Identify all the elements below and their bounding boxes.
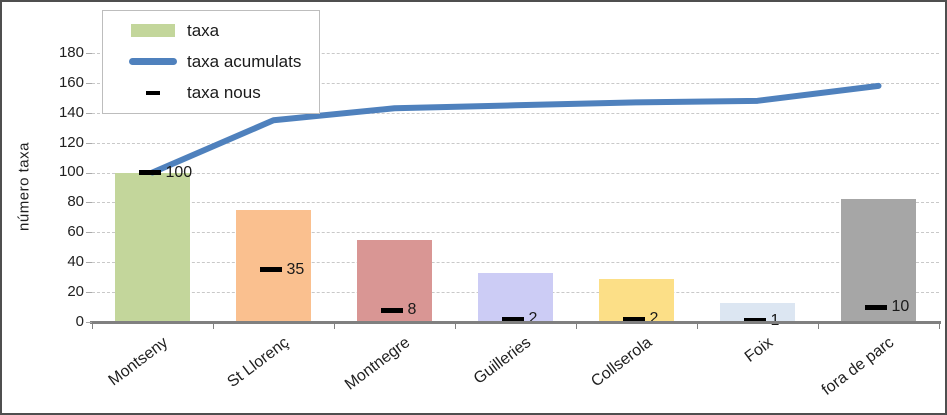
gridline xyxy=(92,142,939,144)
y-tick-label: 0 xyxy=(75,313,84,330)
y-tick-label: 80 xyxy=(67,193,84,210)
bar-fora de parc xyxy=(841,199,916,322)
line-swatch-icon xyxy=(129,58,177,66)
x-tick-mark xyxy=(697,324,698,329)
taxa-nous-marker xyxy=(622,316,645,322)
x-label-montnegre: Montnegre xyxy=(341,334,413,394)
gridline xyxy=(92,202,939,204)
data-label: 10 xyxy=(891,298,910,316)
legend-label: taxa nous xyxy=(187,83,261,103)
bar-Montseny xyxy=(115,172,190,322)
y-axis-title: número taxa xyxy=(15,142,33,231)
dash-swatch-icon xyxy=(146,91,160,96)
x-tick-mark xyxy=(334,324,335,329)
y-tick-label: 100 xyxy=(58,163,84,180)
x-label-montseny: Montseny xyxy=(105,334,171,390)
y-tick-label: 60 xyxy=(67,223,84,240)
y-tick-label: 20 xyxy=(67,283,84,300)
taxa-nous-marker xyxy=(501,316,524,322)
x-tick-mark xyxy=(92,324,93,329)
data-label: 8 xyxy=(407,301,417,319)
x-tick-mark xyxy=(455,324,456,329)
gridline xyxy=(92,82,939,84)
x-label-collserola: Collserola xyxy=(587,334,655,391)
taxa-nous-marker xyxy=(138,170,161,176)
y-tick-label: 140 xyxy=(58,104,84,121)
bar-swatch-icon xyxy=(131,24,175,38)
gridline xyxy=(92,53,939,54)
legend-item-taxa-acumulats: taxa acumulats xyxy=(103,47,319,77)
taxa-nous-marker xyxy=(259,267,282,273)
y-tick-mark xyxy=(86,172,92,174)
data-label: 35 xyxy=(286,260,305,278)
x-tick-mark xyxy=(213,324,214,329)
y-tick-mark xyxy=(86,112,92,114)
y-tick-mark xyxy=(86,322,92,323)
legend-item-taxa: taxa xyxy=(103,16,319,46)
data-label: 2 xyxy=(649,310,659,327)
gridline xyxy=(92,172,939,174)
gridline xyxy=(92,262,939,264)
bar-Foix xyxy=(720,302,795,322)
gridline xyxy=(92,232,939,234)
y-tick-label: 120 xyxy=(58,134,84,151)
taxa-nous-marker xyxy=(380,307,403,313)
gridline xyxy=(92,112,939,114)
y-tick-mark xyxy=(86,82,92,84)
plot-area: 100 35 8 2 2 1 10 xyxy=(92,53,939,328)
y-tick-mark xyxy=(86,53,92,54)
bar-Collserola xyxy=(599,278,674,322)
x-label-foix: Foix xyxy=(741,334,776,366)
x-axis-line xyxy=(90,321,941,324)
y-tick-label: 180 xyxy=(58,44,84,61)
data-label: 100 xyxy=(165,163,193,181)
taxa-nous-marker xyxy=(743,318,766,323)
data-label: 2 xyxy=(528,310,538,327)
legend-label: taxa acumulats xyxy=(187,51,302,71)
data-label: 1 xyxy=(770,311,780,329)
x-label-guilleries: Guilleries xyxy=(470,334,534,388)
legend-label: taxa xyxy=(187,20,220,40)
legend-item-taxa-nous: taxa nous xyxy=(103,78,319,108)
y-tick-label: 40 xyxy=(67,253,84,270)
x-label-st-llorenc: St Llorenç xyxy=(223,334,292,391)
y-tick-mark xyxy=(86,262,92,264)
taxa-acumulats-line xyxy=(149,82,882,176)
bar-Guilleries xyxy=(478,272,553,322)
x-label-fora-de-parc: fora de parc xyxy=(818,334,897,399)
y-tick-mark xyxy=(86,142,92,144)
y-tick-mark xyxy=(86,232,92,234)
bar-St Llorenç xyxy=(236,209,311,322)
taxa-nous-marker xyxy=(864,304,887,310)
legend: taxa taxa acumulats taxa nous xyxy=(102,10,320,114)
x-tick-mark xyxy=(576,324,577,329)
x-tick-mark xyxy=(939,324,940,329)
y-tick-mark xyxy=(86,202,92,204)
x-tick-mark xyxy=(818,324,819,329)
y-tick-label: 160 xyxy=(58,74,84,91)
y-tick-mark xyxy=(86,292,92,294)
